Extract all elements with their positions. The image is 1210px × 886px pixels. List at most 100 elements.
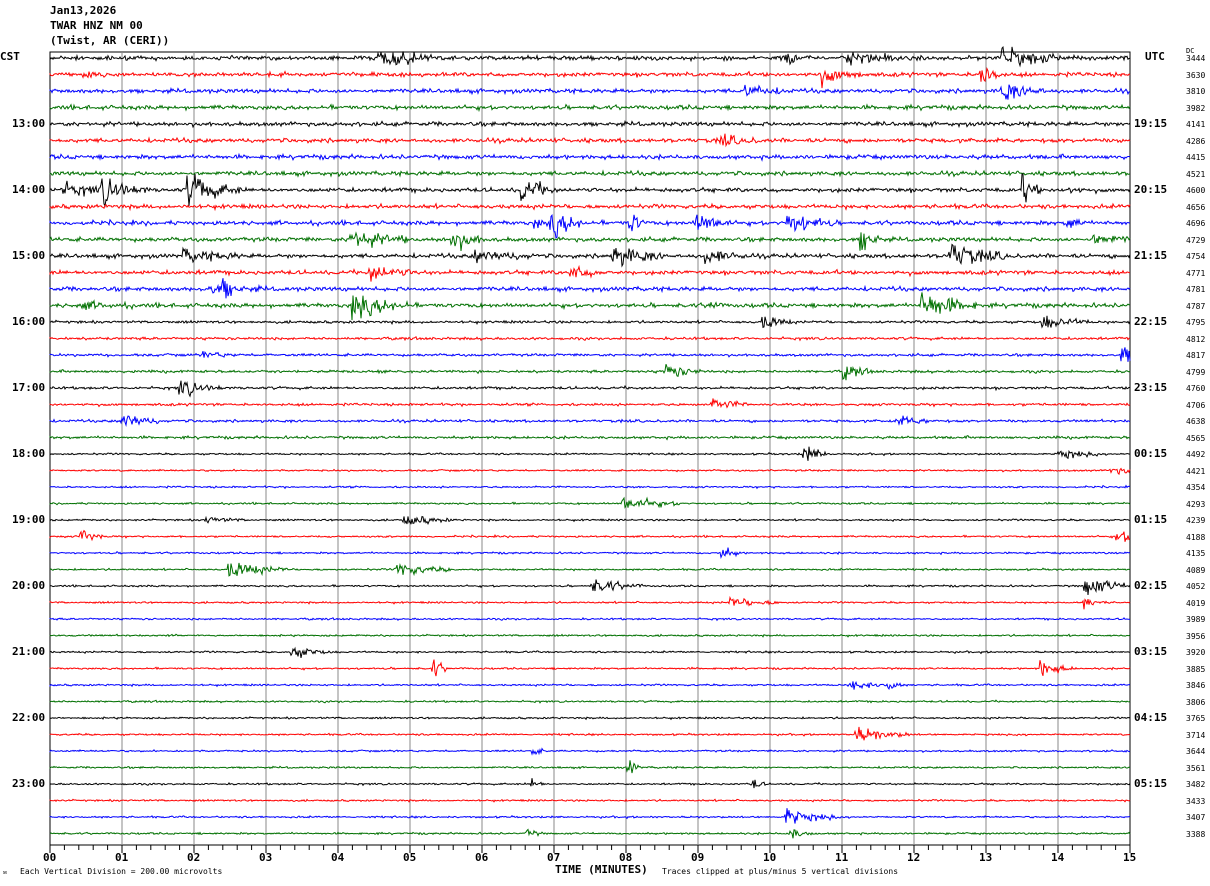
date-label: Jan13,2026 [50,4,117,17]
dc-value: 3765 [1186,714,1206,723]
seismic-trace [49,680,1131,691]
dc-value: 4600 [1186,186,1206,195]
dc-value: 4293 [1186,499,1206,509]
dc-value: 3407 [1186,813,1206,822]
dc-value: 4754 [1186,252,1206,261]
seismic-trace [49,415,1131,427]
x-tick-label: 14 [1051,851,1065,864]
seismic-trace [49,264,1131,282]
utc-hour-label: 03:15 [1134,645,1168,658]
x-tick-label: 03 [259,851,273,864]
cst-hour-label: 19:00 [12,513,46,526]
x-tick-label: 12 [907,851,921,864]
x-tick-label: 10 [763,851,777,864]
dc-value: 3630 [1186,70,1206,80]
scale-note: Each Vertical Division = 200.00 microvol… [20,867,223,876]
utc-hour-label: 21:15 [1134,249,1168,262]
x-tick-label: 07 [547,851,561,864]
clip-note: Traces clipped at plus/minus 5 vertical … [662,867,899,876]
seismic-trace [49,398,1131,409]
dc-value: 4706 [1186,400,1206,410]
seismic-trace [49,66,1131,89]
seismic-trace [49,315,1131,329]
dc-value: 3885 [1186,664,1206,674]
seismic-trace [49,633,1131,638]
dc-value: 3982 [1186,103,1206,113]
cst-hour-label: 20:00 [12,579,46,592]
seismic-trace [49,617,1131,622]
dc-value: 3644 [1186,747,1206,756]
dc-value: 3920 [1186,648,1206,657]
seismic-trace [49,152,1131,162]
cst-hour-label: 23:00 [12,777,46,790]
dc-value: 3989 [1186,615,1206,624]
cst-hour-label: 17:00 [12,381,46,394]
x-tick-label: 08 [619,851,633,864]
dc-value: 4141 [1186,120,1206,129]
cst-hour-label: 13:00 [12,117,46,130]
x-tick-label: 04 [331,851,345,864]
seismic-trace [49,496,1131,509]
dc-value: 3444 [1186,54,1206,63]
seismic-trace [49,808,1130,824]
seismic-trace [49,133,1131,148]
utc-hour-label: 22:15 [1134,315,1168,328]
seismic-trace [49,760,1131,774]
x-tick-label: 15 [1123,851,1137,864]
seismic-trace [49,646,1131,659]
seismic-trace [49,380,1131,398]
seismic-trace [49,278,1131,299]
utc-hour-label: 00:15 [1134,447,1168,460]
dc-value: 3561 [1186,763,1206,773]
x-axis-label: TIME (MINUTES) [555,863,648,876]
cst-hour-label: 14:00 [12,183,46,196]
dc-value: 3482 [1186,780,1206,789]
seismic-trace [49,562,1131,577]
seismic-trace [49,169,1131,178]
dc-value: 4286 [1186,136,1206,146]
dc-value: 4188 [1186,532,1206,542]
seismic-trace [49,699,1131,704]
seismic-trace [49,828,1131,839]
x-tick-label: 01 [115,851,129,864]
plot-frame [49,51,1131,846]
dc-value: 4135 [1186,549,1206,558]
utc-hour-label: 20:15 [1134,183,1168,196]
x-tick-label: 09 [691,851,705,864]
seismic-trace [49,529,1131,542]
dc-value: 3433 [1186,796,1206,806]
seismic-trace [49,243,1131,268]
dc-value: 3956 [1186,631,1206,641]
seismic-trace [49,292,1131,321]
x-tick-label: 02 [187,851,201,864]
utc-hour-label: 19:15 [1134,117,1168,130]
dc-value: 4492 [1186,450,1206,459]
cst-hour-label: 16:00 [12,315,46,328]
station-label: TWAR HNZ NM 00 [50,19,143,32]
dc-value: 4787 [1186,301,1206,311]
dc-value: 4239 [1186,516,1206,525]
seismic-trace [49,335,1131,342]
dc-value: 4656 [1186,202,1206,212]
seismic-trace [49,173,1131,208]
utc-hour-label: 04:15 [1134,711,1168,724]
dc-value: 4696 [1186,219,1206,228]
seismic-trace [49,798,1131,803]
seismic-trace [49,579,1131,595]
x-tick-label: 05 [403,851,417,864]
seismic-trace [49,84,1130,100]
seismic-trace [49,467,1131,476]
dc-value: 3810 [1186,87,1206,96]
seismic-trace [49,547,1131,559]
dc-value: 4760 [1186,384,1206,393]
x-tick-label: 00 [43,851,57,864]
seismic-trace [49,202,1131,212]
seismic-trace [49,119,1131,129]
utc-hour-label: 01:15 [1134,513,1168,526]
seismic-trace [49,726,1131,741]
seismic-trace [49,747,1131,756]
dc-value: 4019 [1186,598,1206,608]
dc-value: 4817 [1186,351,1206,360]
seismic-trace [49,484,1131,490]
dc-value: 4052 [1186,582,1206,591]
